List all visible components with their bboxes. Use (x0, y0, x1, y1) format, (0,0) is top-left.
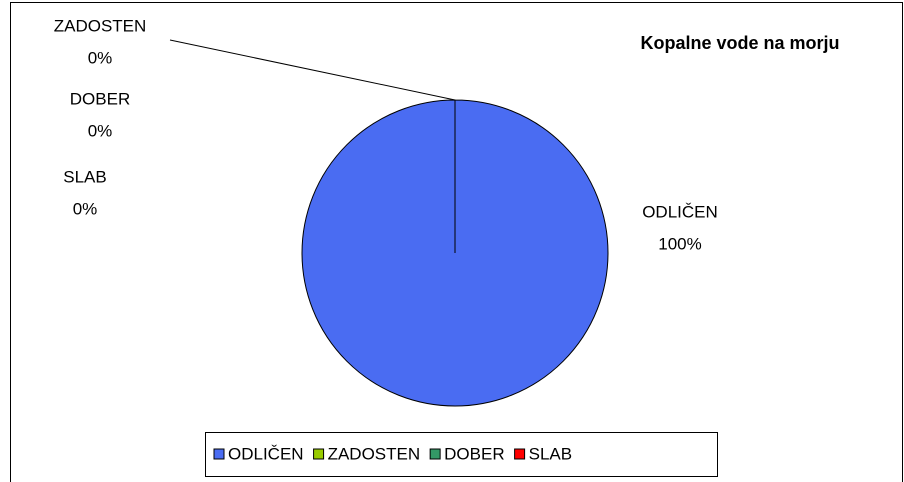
legend-label: SLAB (529, 444, 572, 463)
legend-label: ODLIČEN (228, 444, 304, 463)
slice-label-name: SLAB (63, 167, 106, 186)
slice-label-name: DOBER (70, 89, 130, 108)
slice-label-value: 100% (658, 234, 701, 253)
legend-label: ZADOSTEN (328, 444, 421, 463)
leader-line (169, 39, 456, 101)
legend-swatch (514, 448, 526, 460)
chart-title: Kopalne vode na morju (640, 33, 839, 53)
legend-label: DOBER (444, 444, 504, 463)
slice-label-name: ZADOSTEN (54, 16, 147, 35)
legend-box (205, 432, 718, 477)
legend-swatch (213, 448, 225, 460)
slice-label-value: 0% (88, 121, 113, 140)
legend-swatch (429, 448, 441, 460)
slice-label-value: 0% (73, 199, 98, 218)
legend-swatch (313, 448, 325, 460)
slice-label-name: ODLIČEN (642, 202, 718, 221)
slice-label-value: 0% (88, 48, 113, 67)
